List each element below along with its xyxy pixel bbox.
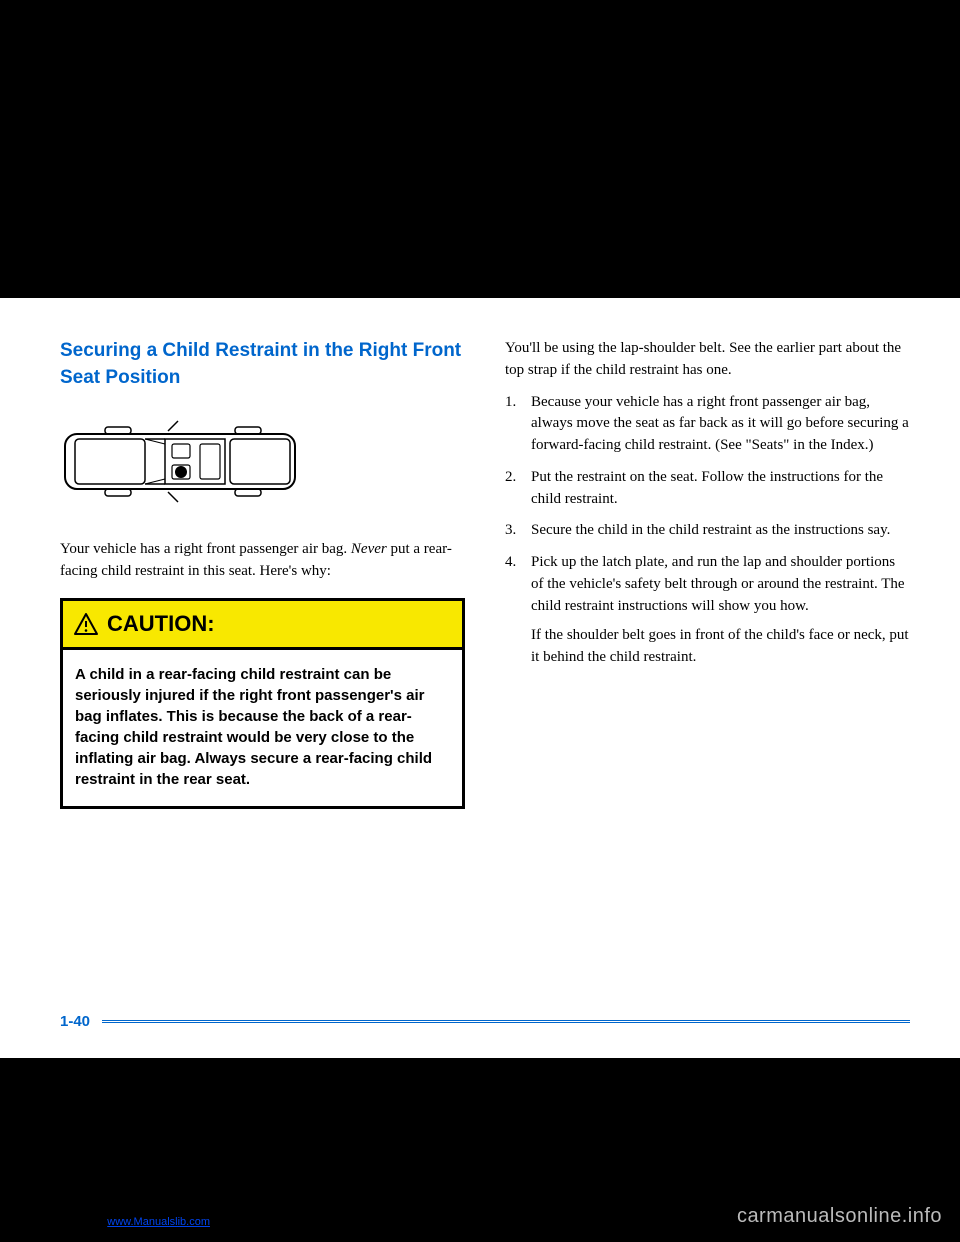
caution-header: CAUTION:: [63, 601, 462, 650]
body-em: Never: [351, 541, 387, 557]
download-bar: Downloaded from www.Manualslib.com manua…: [18, 1216, 327, 1228]
caution-body-text: A child in a rear-facing child restraint…: [63, 650, 462, 806]
caution-label: CAUTION:: [107, 611, 215, 637]
step-item: Put the restraint on the seat. Follow th…: [505, 467, 910, 511]
page-number: 1-40: [60, 1013, 90, 1030]
caution-box: CAUTION: A child in a rear-facing child …: [60, 598, 465, 809]
footer-rule: [102, 1020, 910, 1023]
step-item: Secure the child in the child restraint …: [505, 520, 910, 542]
intro-text: You'll be using the lap-shoulder belt. S…: [505, 338, 910, 382]
watermark-text: carmanualsonline.info: [737, 1205, 942, 1228]
steps-list: Because your vehicle has a right front p…: [505, 392, 910, 618]
download-link[interactable]: www.Manualslib.com: [107, 1216, 210, 1228]
trailing-text: If the shoulder belt goes in front of th…: [505, 625, 910, 669]
download-post: manuals search engine: [210, 1216, 327, 1228]
page-footer: 1-40: [60, 1013, 910, 1030]
warning-triangle-icon: [73, 612, 99, 636]
right-column: You'll be using the lap-shoulder belt. S…: [505, 338, 910, 809]
body-paragraph: Your vehicle has a right front passenger…: [60, 539, 465, 583]
download-pre: Downloaded from: [18, 1216, 107, 1228]
car-top-view-diagram: [60, 409, 300, 514]
step-item: Pick up the latch plate, and run the lap…: [505, 552, 910, 617]
left-column: Securing a Child Restraint in the Right …: [60, 338, 465, 809]
body-pre: Your vehicle has a right front passenger…: [60, 541, 351, 557]
section-title: Securing a Child Restraint in the Right …: [60, 338, 465, 391]
page-container: Securing a Child Restraint in the Right …: [0, 298, 960, 1058]
content-columns: Securing a Child Restraint in the Right …: [60, 338, 910, 809]
step-item: Because your vehicle has a right front p…: [505, 392, 910, 457]
